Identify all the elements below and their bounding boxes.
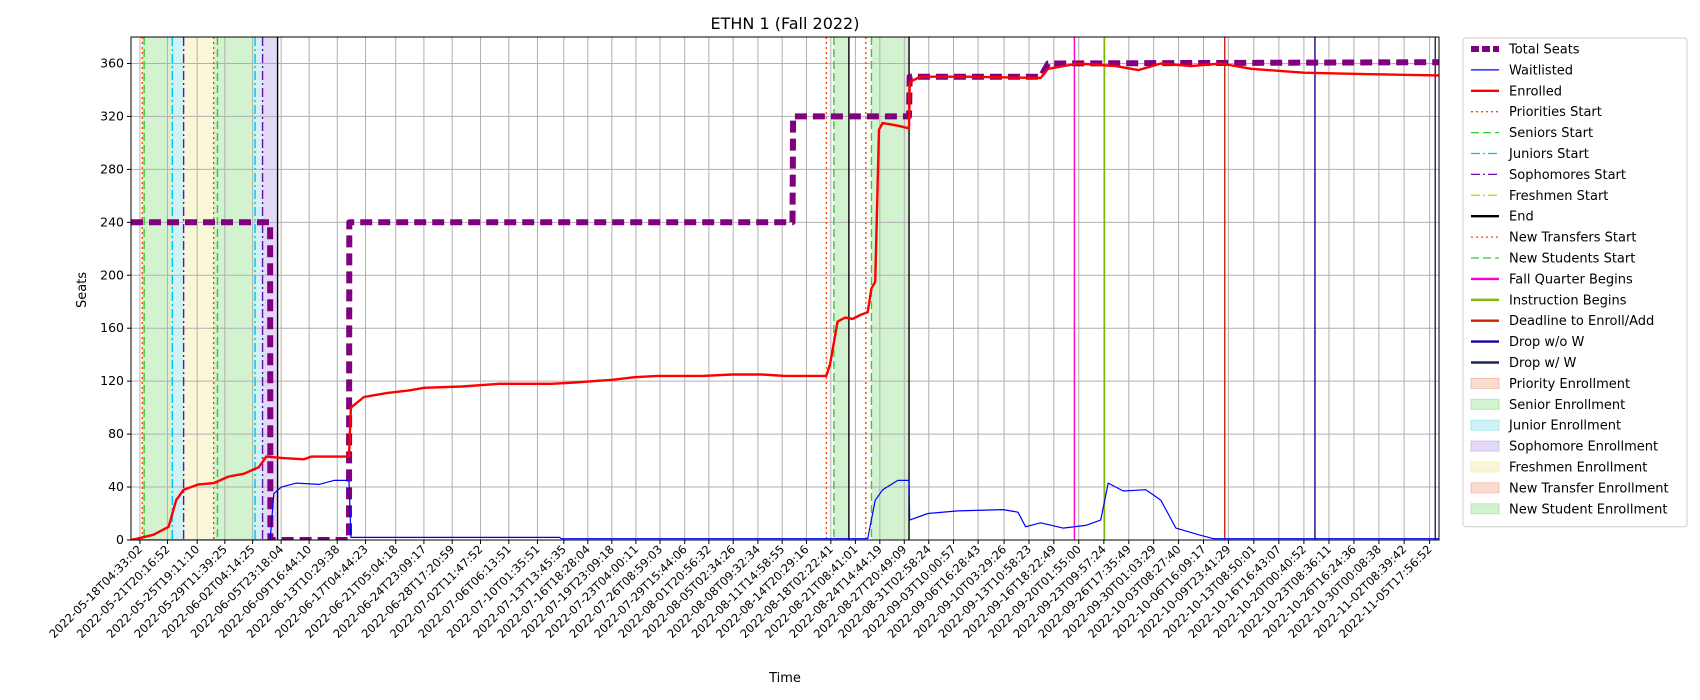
legend-swatch-new-student-enrollment — [1470, 503, 1500, 515]
legend-swatch-priority-enrollment — [1470, 377, 1500, 389]
series-line-total-seats — [131, 59, 1439, 540]
y-tick-label: 200 — [100, 267, 124, 282]
plot-frame — [130, 36, 1440, 541]
series-line-waitlisted — [131, 479, 1439, 540]
plot-area: 040801201602002402803203602022-05-18T04:… — [46, 36, 1440, 641]
y-axis-label: Seats — [75, 272, 90, 308]
legend-label-drop-w-w: Drop w/ W — [1509, 356, 1577, 371]
legend-label-priority-enrollment: Priority Enrollment — [1509, 377, 1630, 392]
shaded-region-senior-enrollment-3 — [871, 37, 910, 540]
legend-swatch-senior-enrollment — [1470, 398, 1500, 410]
shaded-region-freshmen-enrollment-0 — [183, 37, 214, 540]
legend-label-new-students-start: New Students Start — [1509, 252, 1635, 267]
legend-label-sophomores-start: Sophomores Start — [1509, 168, 1626, 183]
legend-label-freshmen-start: Freshmen Start — [1509, 189, 1608, 204]
legend-label-drop-w-o-w: Drop w/o W — [1509, 335, 1585, 350]
shaded-region-senior-enrollment-1 — [213, 37, 256, 540]
shaded-region-junior-enrollment-0 — [172, 37, 184, 540]
legend-label-sophomore-enrollment: Sophomore Enrollment — [1509, 440, 1658, 455]
shaded-region-junior-enrollment-1 — [255, 37, 263, 540]
legend-label-senior-enrollment: Senior Enrollment — [1509, 398, 1625, 413]
series-line-enrolled — [131, 62, 1439, 540]
legend-label-new-transfer-enrollment: New Transfer Enrollment — [1509, 481, 1669, 496]
legend-label-junior-enrollment: Junior Enrollment — [1508, 419, 1621, 434]
x-axis-label: Time — [768, 671, 801, 686]
shaded-region-senior-enrollment-2 — [833, 37, 849, 540]
y-tick-label: 360 — [100, 55, 124, 70]
legend-label-juniors-start: Juniors Start — [1508, 147, 1589, 162]
legend-swatch-freshmen-enrollment — [1470, 461, 1500, 473]
legend-label-total-seats: Total Seats — [1508, 43, 1580, 58]
y-tick-label: 120 — [100, 373, 124, 388]
y-tick-label: 0 — [116, 532, 124, 547]
legend-swatch-junior-enrollment — [1470, 419, 1500, 431]
legend-swatch-sophomore-enrollment — [1470, 440, 1500, 452]
legend-label-instruction-begins: Instruction Begins — [1509, 293, 1627, 308]
legend: Total Seats Waitlisted Enrolled Priorities … — [1462, 37, 1688, 528]
y-tick-label: 80 — [108, 426, 124, 441]
legend-label-new-transfers-start: New Transfers Start — [1509, 231, 1636, 246]
y-tick-label: 280 — [100, 161, 124, 176]
legend-box — [1462, 37, 1688, 528]
y-tick-label: 160 — [100, 320, 124, 335]
legend-swatch-new-transfer-enrollment — [1470, 482, 1500, 494]
legend-label-new-student-enrollment: New Student Enrollment — [1509, 502, 1667, 517]
legend-label-seniors-start: Seniors Start — [1509, 126, 1593, 141]
y-tick-label: 240 — [100, 214, 124, 229]
chart-title: ETHN 1 (Fall 2022) — [711, 14, 860, 33]
legend-label-priorities-start: Priorities Start — [1509, 105, 1602, 120]
legend-label-waitlisted: Waitlisted — [1509, 63, 1573, 78]
legend-label-end: End — [1509, 210, 1534, 225]
y-tick-label: 40 — [108, 479, 124, 494]
y-tick-label: 320 — [100, 108, 124, 123]
legend-label-freshmen-enrollment: Freshmen Enrollment — [1509, 461, 1647, 476]
legend-label-fall-quarter-begins: Fall Quarter Begins — [1509, 272, 1633, 287]
legend-label-deadline-to-enroll-add: Deadline to Enroll/Add — [1509, 314, 1654, 329]
legend-label-enrolled: Enrolled — [1509, 84, 1562, 99]
